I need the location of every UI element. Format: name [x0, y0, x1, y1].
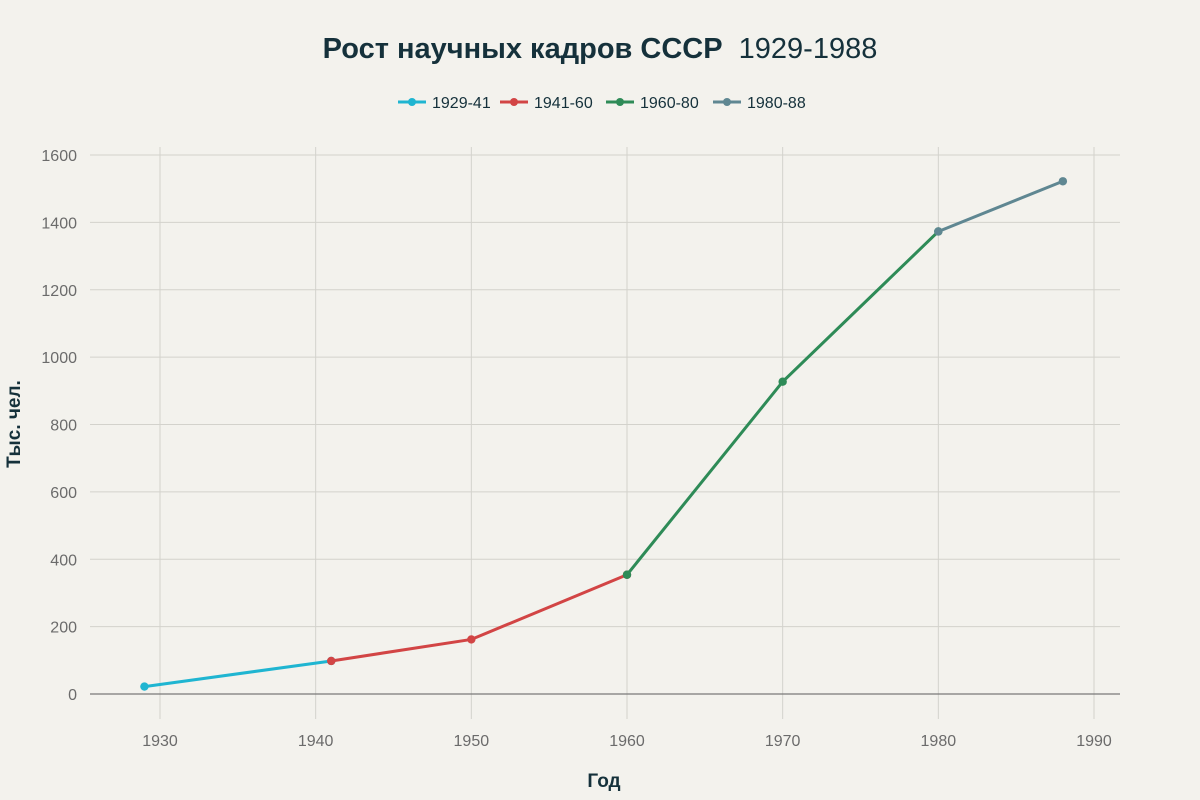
legend-label: 1941-60 — [534, 95, 593, 112]
y-tick-label: 600 — [50, 485, 77, 502]
legend-swatch-marker — [723, 98, 731, 106]
legend: 1929-41 1941-60 1960-80 1980-88 — [398, 95, 806, 112]
data-point — [327, 656, 336, 666]
legend-swatch-marker — [510, 98, 518, 106]
x-tick-label: 1980 — [921, 733, 957, 750]
chart-title-main: Рост научных кадров СССР — [323, 33, 723, 65]
series-line-1980-88 — [937, 179, 1064, 233]
axes: 1930 1940 1950 1960 1970 1980 1990 0 200 400 600 80… — [41, 148, 1120, 750]
data-point — [467, 635, 476, 644]
series-line-1941-60 — [331, 573, 628, 663]
chart-title: Рост научных кадров СССР 1929-1988 — [323, 33, 878, 65]
data-point — [622, 570, 632, 579]
x-tick-label: 1960 — [609, 733, 645, 750]
x-tick-label: 1950 — [454, 733, 490, 750]
y-tick-label: 0 — [68, 687, 77, 704]
x-tick-label: 1940 — [298, 733, 334, 750]
y-axis-title: Тыс. чел. — [4, 380, 25, 468]
legend-label: 1980-88 — [747, 95, 806, 112]
grid — [90, 147, 1120, 719]
data-point — [934, 227, 943, 236]
legend-label: 1960-80 — [640, 95, 699, 112]
legend-label: 1929-41 — [432, 95, 491, 112]
data-point — [778, 377, 787, 386]
legend-item[interactable]: 1929-41 — [398, 95, 491, 112]
legend-swatch-marker — [408, 98, 416, 106]
x-tick-label: 1990 — [1076, 733, 1112, 750]
x-axis-title: Год — [587, 771, 620, 792]
x-tick-label: 1970 — [765, 733, 801, 750]
data-point — [1058, 177, 1068, 186]
legend-swatch-marker — [616, 98, 624, 106]
legend-item[interactable]: 1941-60 — [500, 95, 593, 112]
data-point — [140, 682, 149, 691]
y-tick-label: 800 — [50, 418, 77, 435]
y-tick-label: 200 — [50, 620, 77, 637]
y-tick-label: 1000 — [41, 350, 77, 367]
legend-item[interactable]: 1960-80 — [606, 95, 699, 112]
y-tick-label: 1200 — [41, 283, 77, 300]
y-tick-label: 1400 — [41, 215, 77, 232]
series-group — [140, 177, 1068, 691]
x-tick-label: 1930 — [142, 733, 178, 750]
y-tick-label: 400 — [50, 552, 77, 569]
legend-item[interactable]: 1980-88 — [713, 95, 806, 112]
y-tick-label: 1600 — [41, 148, 77, 165]
series-line-1929-41 — [144, 659, 332, 689]
chart-title-years: 1929-1988 — [739, 33, 878, 65]
